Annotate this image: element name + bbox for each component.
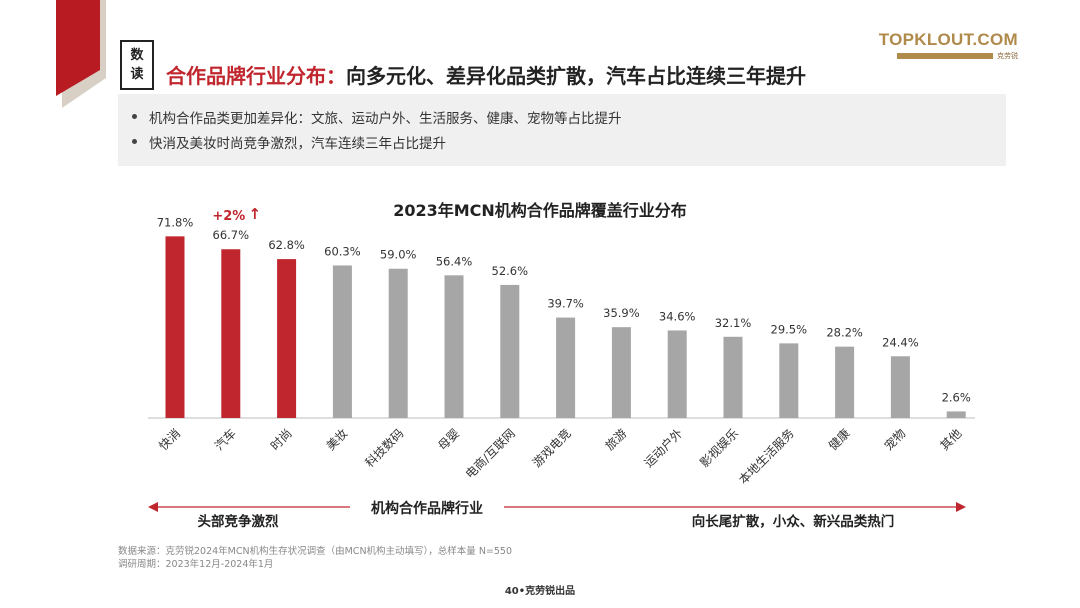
bar-value-label: 52.6% (492, 264, 529, 278)
bar (277, 259, 297, 418)
summary-text: 机构合作品类更加差异化：文旅、运动户外、生活服务、健康、宠物等占比提升 (149, 110, 622, 127)
bar (332, 265, 352, 418)
bar (165, 236, 185, 418)
bar-value-label: 29.5% (771, 322, 808, 336)
bar-value-label: 34.6% (659, 309, 696, 323)
corner-ribbon-decoration (56, 0, 106, 108)
chart-title: 2023年MCN机构合作品牌覆盖行业分布 (393, 201, 687, 220)
bar-value-label: 62.8% (268, 238, 305, 252)
section-tag: 数 读 (120, 40, 154, 90)
bar (890, 356, 910, 418)
logo-strip (897, 53, 993, 59)
summary-item: 机构合作品类更加差异化：文旅、运动户外、生活服务、健康、宠物等占比提升 (132, 104, 992, 129)
bar (667, 330, 687, 418)
section-tag-top: 数 (130, 48, 144, 63)
logo-cn-text: 克劳锐 (997, 52, 1018, 60)
category-tick-label: 宠物 (881, 426, 909, 454)
bar (779, 343, 799, 418)
bar (221, 249, 241, 418)
bar (556, 317, 576, 418)
bottom-left-label: 头部竞争激烈 (198, 513, 279, 530)
bar (946, 411, 966, 418)
bar (723, 336, 743, 418)
bar (835, 346, 855, 418)
bar-value-label: 71.8% (157, 215, 194, 229)
category-tick-label: 本地生活服务 (735, 426, 797, 488)
page-number: 40•克劳锐出品 (504, 586, 576, 597)
summary-item: 快消及美妆时尚竞争激烈，汽车连续三年占比提升 (132, 129, 992, 154)
bar (444, 275, 464, 418)
logo-text: TOPKLOUT.COM (878, 30, 1018, 49)
category-tick-label: 游戏电竞 (530, 426, 574, 470)
bar-value-label: 32.1% (715, 316, 752, 330)
bar-value-label: 56.4% (436, 254, 473, 268)
category-tick-label: 科技数码 (362, 426, 407, 471)
bar-value-label: 28.2% (826, 326, 863, 340)
bullet-icon (132, 114, 137, 119)
bar-value-label: 35.9% (603, 306, 640, 320)
bar (611, 327, 631, 418)
section-tag-bottom: 读 (130, 67, 144, 82)
page-title-highlight: 合作品牌行业分布： (166, 64, 346, 88)
category-tick-label: 旅游 (603, 426, 630, 453)
source-note: 数据来源：克劳锐2024年MCN机构生存状况调查（由MCN机构主动填写），总样本… (118, 545, 512, 571)
bar-value-label: 39.7% (547, 297, 584, 311)
period-text: 调研周期：2023年12月-2024年1月 (118, 559, 274, 570)
page-title-body: 向多元化、差异化品类扩散，汽车占比连续三年提升 (346, 64, 806, 88)
bar-value-label: 2.6% (942, 390, 971, 404)
category-tick-label: 电商/互联网 (462, 426, 518, 482)
arrow-left-head-icon (148, 502, 158, 512)
summary-box: 机构合作品类更加差异化：文旅、运动户外、生活服务、健康、宠物等占比提升 快消及美… (118, 94, 1006, 166)
bar-value-label: 24.4% (882, 335, 919, 349)
category-tick-label: 美妆 (324, 426, 351, 453)
page-title: 合作品牌行业分布：向多元化、差异化品类扩散，汽车占比连续三年提升 (166, 60, 806, 89)
category-tick-label: 时尚 (268, 426, 295, 453)
category-tick-label: 健康 (825, 426, 853, 454)
arrow-right-head-icon (956, 502, 966, 512)
bar-value-label: 60.3% (324, 244, 361, 258)
category-tick-label: 汽车 (211, 426, 239, 454)
brand-logo: TOPKLOUT.COM 克劳锐 (879, 30, 1018, 61)
bar (500, 284, 520, 418)
growth-annotation: +2% (212, 209, 245, 224)
category-tick-label: 影视娱乐 (697, 426, 742, 471)
category-tick-label: 母婴 (435, 426, 462, 453)
bottom-right-label: 向长尾扩散，小众、新兴品类热门 (692, 513, 895, 530)
category-tick-label: 其他 (937, 426, 964, 453)
bar-value-label: 59.0% (380, 248, 417, 262)
category-tick-label: 快消 (156, 426, 183, 453)
bullet-icon (132, 139, 137, 144)
summary-text: 快消及美妆时尚竞争激烈，汽车连续三年占比提升 (149, 135, 446, 152)
category-tick-label: 运动户外 (641, 426, 686, 471)
bar-value-label: 66.7% (213, 228, 250, 242)
bar (388, 268, 408, 418)
up-arrow-icon: ↑ (249, 205, 262, 223)
bottom-center-label: 机构合作品牌行业 (371, 500, 483, 517)
source-text: 数据来源：克劳锐2024年MCN机构生存状况调查（由MCN机构主动填写），总样本… (118, 546, 513, 557)
